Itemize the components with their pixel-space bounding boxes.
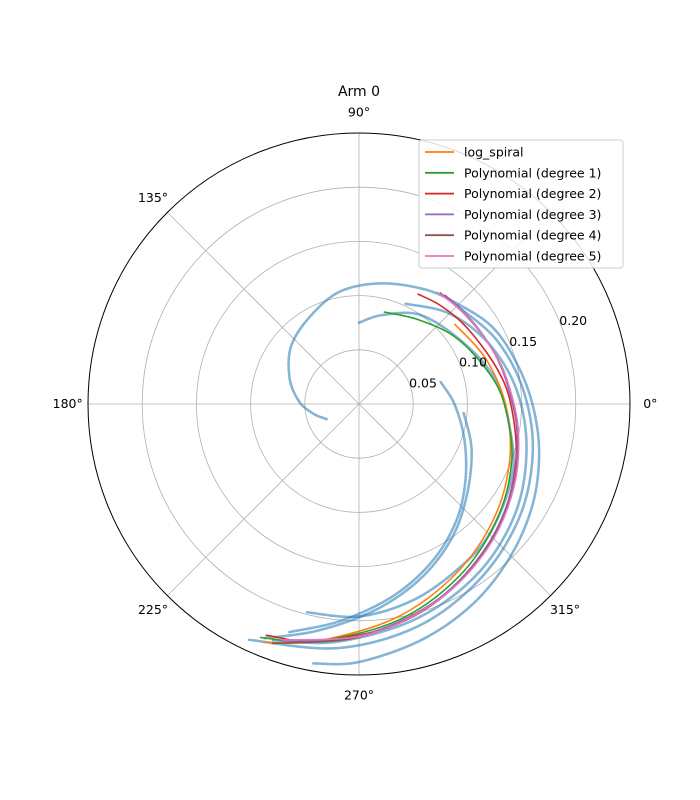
legend-label-4: Polynomial (degree 4) [464,228,601,243]
angle-tick-label-2: 90° [348,105,370,120]
radial-tick-label-2: 0.15 [509,334,537,349]
legend-label-1: Polynomial (degree 1) [464,165,601,180]
observed-track-0 [287,282,541,666]
series-line-0 [262,323,512,644]
radial-tick-label-0: 0.05 [409,375,437,390]
radial-tick-label-1: 0.10 [459,355,487,370]
data-layer [247,282,541,666]
tick-labels: 0° 90° 135° 180° 225° 270° 315° 0.05 0.10 0.15 0.2… [53,105,658,703]
angular-gridline-7 [358,403,551,596]
angle-tick-label-7: 315° [550,602,580,617]
angular-gridline-5 [167,403,360,596]
series-line-1 [259,311,513,643]
legend-label-3: Polynomial (degree 3) [464,207,601,222]
legend-label-2: Polynomial (degree 2) [464,186,601,201]
observed-track-4 [288,380,468,634]
observed-track-3 [247,304,535,650]
legend-box [418,139,624,269]
legend: log_spiral Polynomial (degree 1) Polynomia… [418,139,624,269]
radial-tick-label-3: 0.20 [559,313,587,328]
polar-frame [87,132,631,676]
observed-track-2 [271,302,528,645]
observed-track-5 [263,411,473,640]
angle-tick-label-6: 270° [344,687,374,702]
angle-tick-label-4: 180° [53,396,83,411]
angle-tick-label-5: 225° [138,602,168,617]
series-line-2 [265,293,518,643]
legend-label-5: Polynomial (degree 5) [464,249,601,264]
angle-tick-label-0: 0° [643,396,657,411]
observed-track-1 [305,311,515,619]
angle-tick-label-3: 135° [138,190,168,205]
polar-grid [88,133,630,675]
legend-label-0: log_spiral [464,145,524,160]
series-line-5 [282,291,520,641]
angular-gridline-3 [167,212,360,405]
chart-title: Arm 0 [338,84,380,100]
